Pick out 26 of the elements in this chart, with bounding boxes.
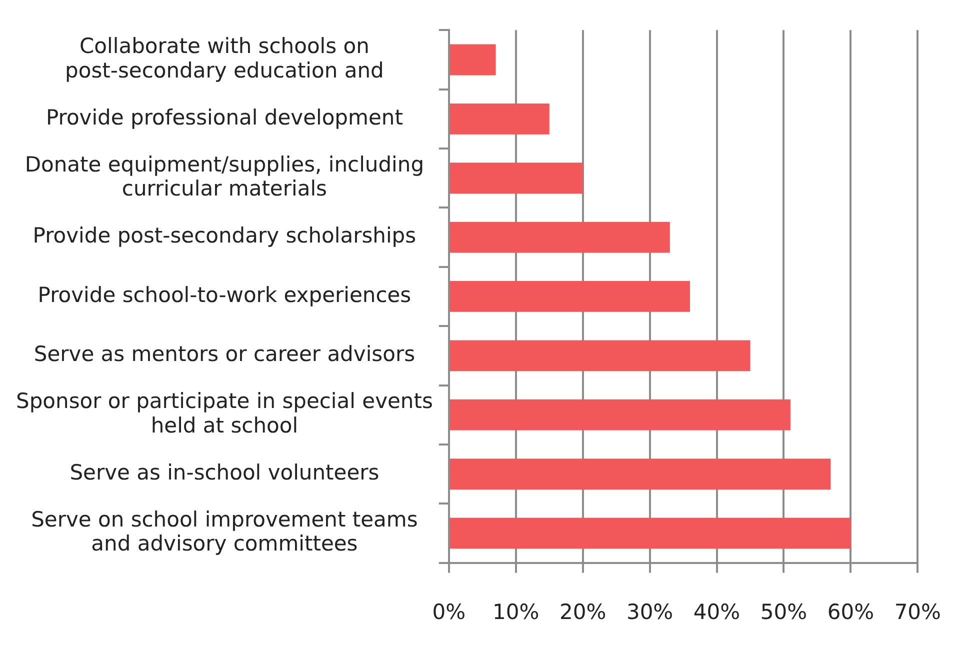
bar: [450, 103, 550, 134]
x-tick-label: 70%: [894, 600, 942, 624]
y-tick-label: Donate equipment/supplies, including curricular materials: [24, 152, 424, 201]
x-tick-label: 0%: [432, 600, 466, 624]
x-tick-label: 40%: [693, 600, 740, 624]
x-tick-label: 20%: [559, 600, 606, 624]
bar: [450, 281, 690, 312]
x-tick-label: 60%: [827, 600, 874, 624]
x-tick-label: 30%: [626, 600, 674, 624]
y-tick-label: Serve on school improvement teams and advisory committees: [31, 508, 418, 556]
bar: [450, 399, 790, 430]
bar: [450, 44, 496, 76]
y-tick-label: Provide post-secondary scholarships: [32, 224, 416, 248]
x-tick-label: 50%: [760, 600, 808, 624]
y-tick-label: Sponsor or participate in special events held at school: [16, 389, 433, 438]
y-tick-label: Collaborate with schools on post-secondary education and: [65, 34, 384, 82]
x-tick-label: 10%: [492, 600, 540, 624]
y-tick-label: Provide professional development: [46, 105, 403, 130]
y-tick-label: Serve as mentors or career advisors: [34, 342, 416, 366]
bar: [450, 162, 583, 194]
bar: [450, 222, 670, 253]
bar: [450, 458, 831, 490]
y-tick-label: Provide school-to-work experiences: [38, 282, 412, 307]
bar: [450, 340, 750, 372]
y-tick-label: Serve as in-school volunteers: [70, 460, 380, 484]
bar: [450, 518, 851, 549]
